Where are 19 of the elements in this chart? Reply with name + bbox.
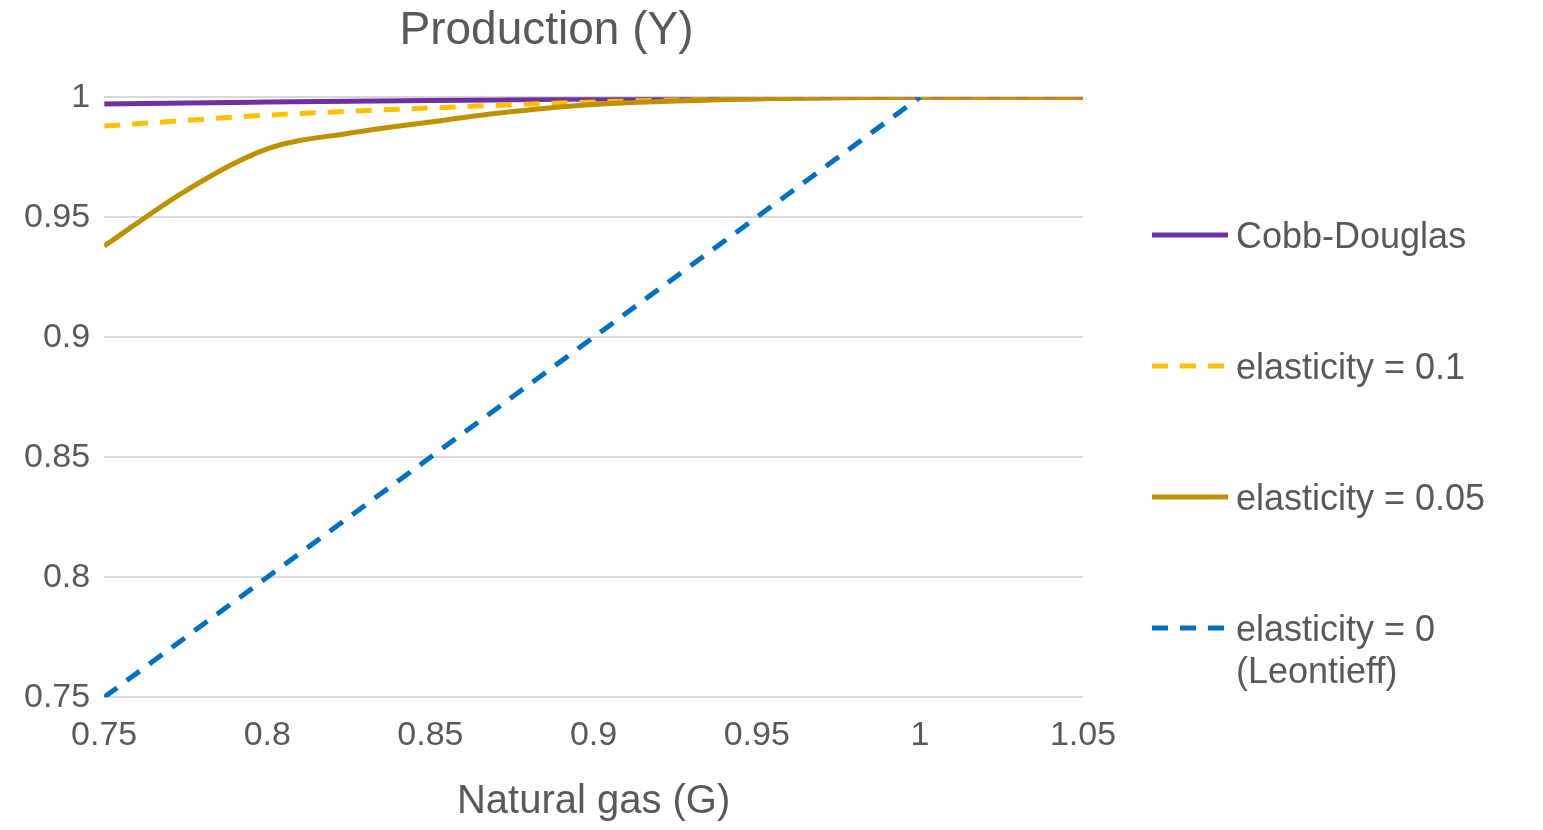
x-tick-label: 1.05 [1049,713,1117,752]
x-tick-label: 0.8 [243,713,291,752]
legend-label: elasticity = 0.05 [1236,477,1486,519]
y-tick-label: 0.8 [42,555,91,594]
x-axis-title: Natural gas (G) [456,777,731,822]
x-tick-label: 0.75 [71,713,138,752]
legend-label: elasticity = 0.1 [1236,346,1466,388]
chart-title: Production (Y) [399,2,694,55]
y-tick-label: 0.85 [23,435,91,474]
x-tick-label: 0.85 [397,713,464,752]
legend-label: Cobb-Douglas [1236,215,1467,257]
x-tick-label: 1 [910,713,930,752]
y-tick-label: 0.75 [23,675,91,714]
x-tick-label: 0.9 [569,713,618,752]
y-tick-label: 1 [71,75,91,114]
legend-label: elasticity = 0 (Leontieff) [1236,608,1437,692]
x-tick-label: 0.95 [723,713,790,752]
y-tick-label: 0.9 [42,315,91,354]
y-tick-label: 0.95 [23,195,91,234]
